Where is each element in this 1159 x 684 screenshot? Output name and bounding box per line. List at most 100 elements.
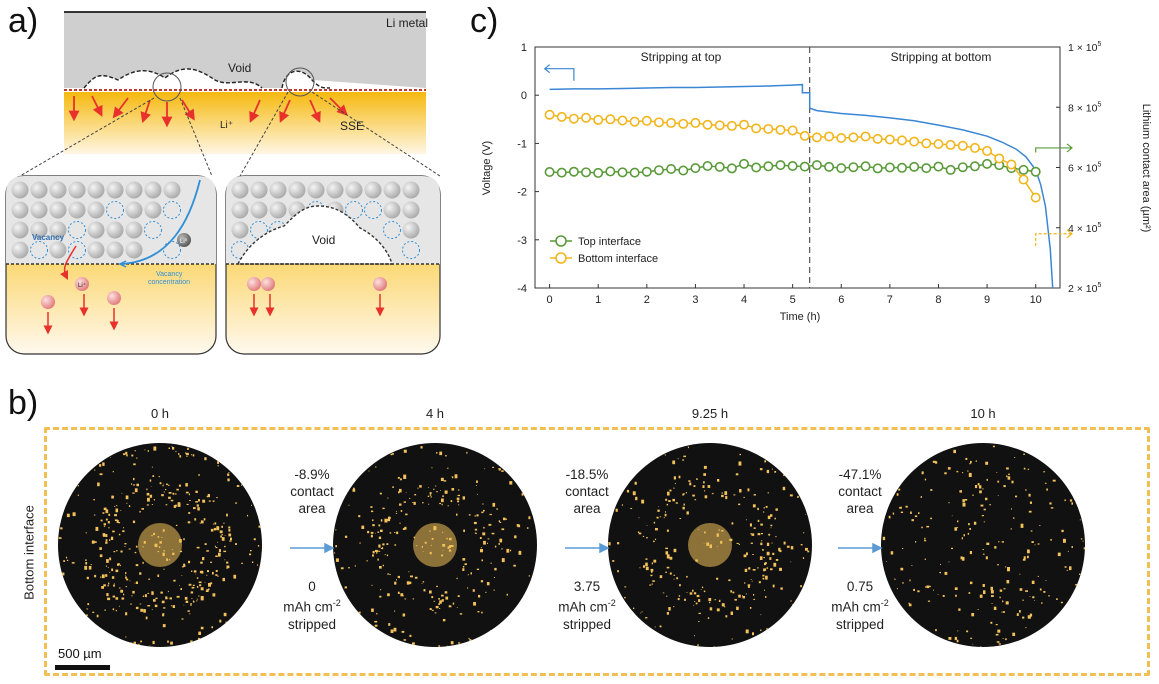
li-atom (87, 201, 105, 219)
point-top-interface (897, 162, 908, 173)
transition-1-unit: mAh cm (283, 599, 333, 615)
point-top-interface (556, 167, 567, 178)
point-bottom-interface (957, 140, 968, 151)
point-bottom-interface (593, 114, 604, 125)
x-tick-label: 4 (741, 294, 747, 306)
point-bottom-interface (860, 131, 871, 142)
transition-1-stripped-word: stripped (287, 616, 337, 632)
time-label-9-25h: 9.25 h (691, 406, 729, 421)
bottom-axis-arrowhead (1066, 229, 1073, 239)
transition-3-stripped-word: stripped (835, 616, 885, 632)
li-atom (231, 181, 249, 199)
sse-layer (64, 88, 426, 154)
point-bottom-interface (836, 132, 847, 143)
sse-label: SSE (340, 119, 364, 133)
point-top-interface (568, 166, 579, 177)
point-bottom-interface (544, 109, 555, 120)
transition-1-percent: -8.9% (294, 467, 330, 482)
series-line-voltage (549, 83, 1054, 289)
point-bottom-interface (933, 139, 944, 150)
li-atom (231, 221, 249, 239)
li-flux-arrows (68, 95, 348, 128)
point-bottom-interface (848, 132, 859, 143)
li-atom (11, 181, 29, 199)
void-label: Void (228, 61, 251, 75)
transition-1-contact: contact (290, 484, 334, 499)
li-atom (307, 181, 325, 199)
point-top-interface (726, 163, 737, 174)
point-top-interface (581, 167, 592, 178)
voltage-axis-arrow (544, 68, 575, 81)
li-atom (125, 241, 143, 259)
point-bottom-interface (994, 153, 1005, 164)
point-top-interface (641, 166, 652, 177)
plot-frame (534, 46, 1061, 289)
point-bottom-interface (775, 124, 786, 135)
li-atom (125, 181, 143, 199)
point-top-interface (775, 160, 786, 171)
y-tick-label: -2 (517, 187, 527, 199)
point-top-interface (921, 163, 932, 174)
point-bottom-interface (653, 117, 664, 128)
transition-3-stripped: 0.75 mAh cm-2 stripped (820, 578, 900, 633)
y-tick-label: -3 (517, 235, 527, 247)
point-top-interface (1030, 166, 1041, 177)
li-atom (144, 201, 162, 219)
li-atom-label: Li⁰ (180, 238, 188, 245)
li-atom (30, 221, 48, 239)
li-atom (125, 221, 143, 239)
point-bottom-interface (982, 145, 993, 156)
x-tick-label: 10 (1030, 294, 1042, 306)
point-bottom-interface (617, 115, 628, 126)
point-bottom-interface (897, 135, 908, 146)
y2-tick-label: 6 × 105 (1068, 162, 1102, 175)
li-atom (383, 181, 401, 199)
transition-3-percent: -47.1% (838, 467, 882, 482)
point-bottom-interface (714, 120, 725, 131)
point-top-interface (787, 160, 798, 171)
y2-tick-label: 8 × 105 (1068, 101, 1102, 114)
y2-tick-label: 4 × 105 (1068, 222, 1102, 235)
panel-b-letter: b) (8, 384, 39, 422)
li-atom (144, 181, 162, 199)
point-bottom-interface (739, 119, 750, 130)
transition-1-stripped: 0 mAh cm-2 stripped (272, 578, 352, 633)
y-axis-label: Voltage (V) (481, 141, 493, 195)
transition-2-change: -18.5% contact area (547, 466, 627, 517)
x-tick-label: 8 (935, 294, 941, 306)
top-axis-arrowhead (1066, 143, 1073, 153)
point-bottom-interface (678, 118, 689, 129)
transition-2-contact: contact (565, 484, 609, 499)
x-tick-label: 5 (790, 294, 796, 306)
point-top-interface (848, 162, 859, 173)
x-tick-label: 0 (547, 294, 553, 306)
voltage-contact-area-chart: Voltage (V) Lithium contact area (µm²) T… (481, 41, 1152, 323)
li-atom (11, 201, 29, 219)
y2-axis-label: Lithium contact area (µm²) (1140, 104, 1152, 233)
x-tick-label: 3 (692, 294, 698, 306)
bottom-interface-label: Bottom interface (21, 505, 37, 600)
point-top-interface (872, 163, 883, 174)
x-tick-label: 7 (887, 294, 893, 306)
li-atom (87, 181, 105, 199)
point-bottom-interface (884, 134, 895, 145)
point-bottom-interface (726, 120, 737, 131)
transition-2-amount: 3.75 (573, 579, 601, 594)
point-top-interface (811, 160, 822, 171)
point-top-interface (945, 164, 956, 175)
transition-1-change: -8.9% contact area (272, 466, 352, 517)
point-top-interface (653, 165, 664, 176)
transition-2-unit: mAh cm (558, 599, 608, 615)
point-bottom-interface (690, 117, 701, 128)
x-axis-label: Time (h) (780, 311, 821, 323)
li-metal-label: Li metal (386, 16, 428, 30)
point-bottom-interface (1030, 192, 1041, 203)
point-top-interface (751, 162, 762, 173)
point-top-interface (969, 161, 980, 172)
y-tick-label: -4 (517, 283, 527, 295)
panel-c-letter: c) (470, 2, 499, 40)
vacancy-concentration-label-2: concentration (148, 279, 190, 286)
li-atom (106, 221, 124, 239)
li-atom (106, 181, 124, 199)
point-top-interface (617, 167, 628, 178)
